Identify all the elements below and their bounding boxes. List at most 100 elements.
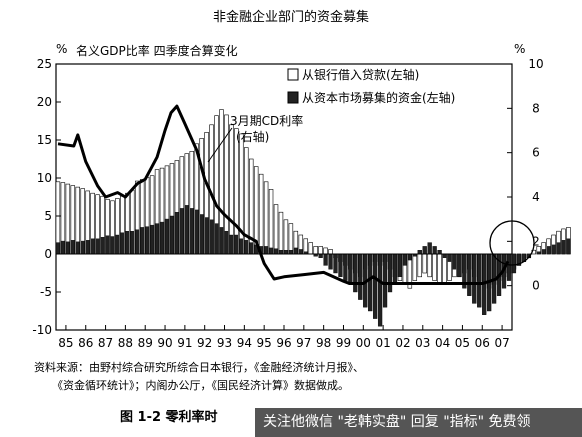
capital-market-bar [348, 253, 353, 285]
capital-market-bar [75, 241, 80, 255]
x-tick-label: 96 [276, 336, 291, 350]
legend-label-bank-loans: 从银行借入贷款(左轴) [302, 67, 419, 82]
highlight-circle [489, 220, 535, 266]
bank-loan-bar [229, 124, 234, 255]
x-tick-label: 01 [375, 336, 390, 350]
figure-caption: 图 1-2 零利率时 [120, 410, 218, 425]
bank-loan-bar [268, 189, 274, 255]
x-tick-label: 97 [296, 336, 311, 350]
bank-loan-bar [323, 247, 328, 255]
capital-market-bar [115, 234, 120, 255]
capital-market-bar [407, 253, 412, 261]
left-tick-label: 15 [37, 133, 52, 147]
source-note-line1: 资料来源：由野村综合研究所综合日本银行，《金融经济统计月报》、 [34, 361, 364, 374]
left-tick-label: -10 [32, 323, 52, 337]
capital-market-bar [506, 253, 512, 281]
capital-market-bar [556, 242, 561, 255]
capital-market-bar [149, 224, 155, 255]
x-tick-label: 07 [494, 336, 509, 350]
capital-market-bar [422, 246, 427, 255]
capital-market-bar [358, 253, 363, 300]
capital-market-bar [343, 253, 348, 281]
capital-market-bar [214, 223, 219, 255]
annotation-line2: (右轴) [236, 129, 269, 144]
right-tick-label: 4 [532, 190, 540, 204]
capital-market-bar [283, 249, 289, 255]
bank-loan-bar [278, 211, 284, 255]
x-tick-label: 00 [356, 336, 371, 350]
x-tick-label: 99 [336, 336, 351, 350]
capital-market-bar [551, 244, 556, 255]
capital-market-bar [234, 234, 239, 255]
capital-market-bar [244, 240, 249, 255]
bank-loan-bar [283, 219, 289, 255]
capital-market-bar [392, 253, 398, 285]
bank-loan-bar [432, 253, 437, 281]
bank-loan-bar [313, 246, 318, 255]
capital-market-bar [516, 253, 522, 266]
capital-market-bar [55, 242, 61, 255]
x-tick-label: 89 [138, 336, 153, 350]
capital-market-bar [293, 247, 298, 255]
x-axis-ticks: 85 86 87 88 89 90 91 92 93 94 95 96 97 98 99 00 01 02 03 04… [58, 325, 510, 350]
capital-market-bar [452, 253, 457, 270]
capital-market-bar [442, 253, 447, 258]
capital-market-bar [70, 240, 75, 255]
capital-market-bar [278, 249, 284, 255]
right-axis-unit: % [514, 42, 526, 56]
capital-market-bar [263, 246, 269, 255]
capital-market-bar [65, 241, 70, 255]
cd-rate-polyline [57, 104, 510, 285]
capital-market-bar [541, 249, 546, 255]
right-tick-label: 6 [532, 146, 540, 160]
left-tick-label: -5 [40, 285, 52, 299]
capital-market-bar [333, 253, 338, 274]
left-tick-label: 0 [44, 247, 52, 261]
capital-market-bar [457, 253, 462, 277]
capital-market-bar [209, 219, 214, 255]
capital-market-bar [328, 253, 333, 270]
capital-market-bar [80, 240, 85, 255]
capital-market-bar [447, 253, 452, 262]
left-axis-label: 名义GDP比率 四季度合算变化 [76, 44, 238, 58]
x-tick-label: 05 [455, 336, 470, 350]
capital-market-bar [105, 235, 110, 255]
capital-market-bar [273, 248, 279, 255]
x-tick-label: 98 [316, 336, 331, 350]
capital-market-bar [397, 253, 403, 277]
capital-market-bar [229, 234, 234, 255]
x-tick-label: 06 [475, 336, 490, 350]
capital-market-bar [288, 249, 294, 255]
bank-loan-bar [442, 253, 447, 285]
capital-market-bar [373, 253, 378, 319]
bank-loan-bar [288, 223, 294, 255]
legend-label-capital-market: 从资本市场募集的资金(左轴) [302, 90, 455, 105]
x-tick-label: 86 [78, 336, 93, 350]
capital-market-bar [90, 238, 95, 255]
capital-market-bar [323, 253, 328, 266]
bank-loan-bar [412, 253, 418, 281]
capital-market-bar [154, 223, 160, 255]
capital-market-bar [382, 253, 388, 308]
x-tick-label: 93 [217, 336, 232, 350]
right-tick-label: 0 [532, 279, 540, 293]
capital-market-bar [224, 230, 229, 255]
annotation-line1: 3月期CD利率 [230, 113, 303, 128]
bank-loan-bar [239, 133, 244, 255]
capital-market-bar [353, 253, 358, 293]
legend: 从银行借入贷款(左轴) 从资本市场募集的资金(左轴) [287, 67, 455, 105]
right-tick-label: 2 [532, 234, 540, 248]
capital-market-bar [387, 253, 393, 293]
capital-market-bar [546, 246, 551, 255]
capital-market-bar [189, 208, 194, 255]
capital-market-bar [432, 246, 437, 255]
right-axis-ticks: 10 8 6 4 2 0 [507, 57, 544, 293]
capital-market-bar [135, 229, 140, 255]
x-tick-label: 85 [58, 336, 73, 350]
capital-market-bar [159, 221, 165, 255]
annotation-leader [207, 127, 233, 163]
capital-market-bar [472, 253, 477, 304]
capital-market-bar [204, 217, 209, 255]
capital-market-bar [95, 238, 100, 255]
legend-swatch-filled [287, 91, 299, 104]
